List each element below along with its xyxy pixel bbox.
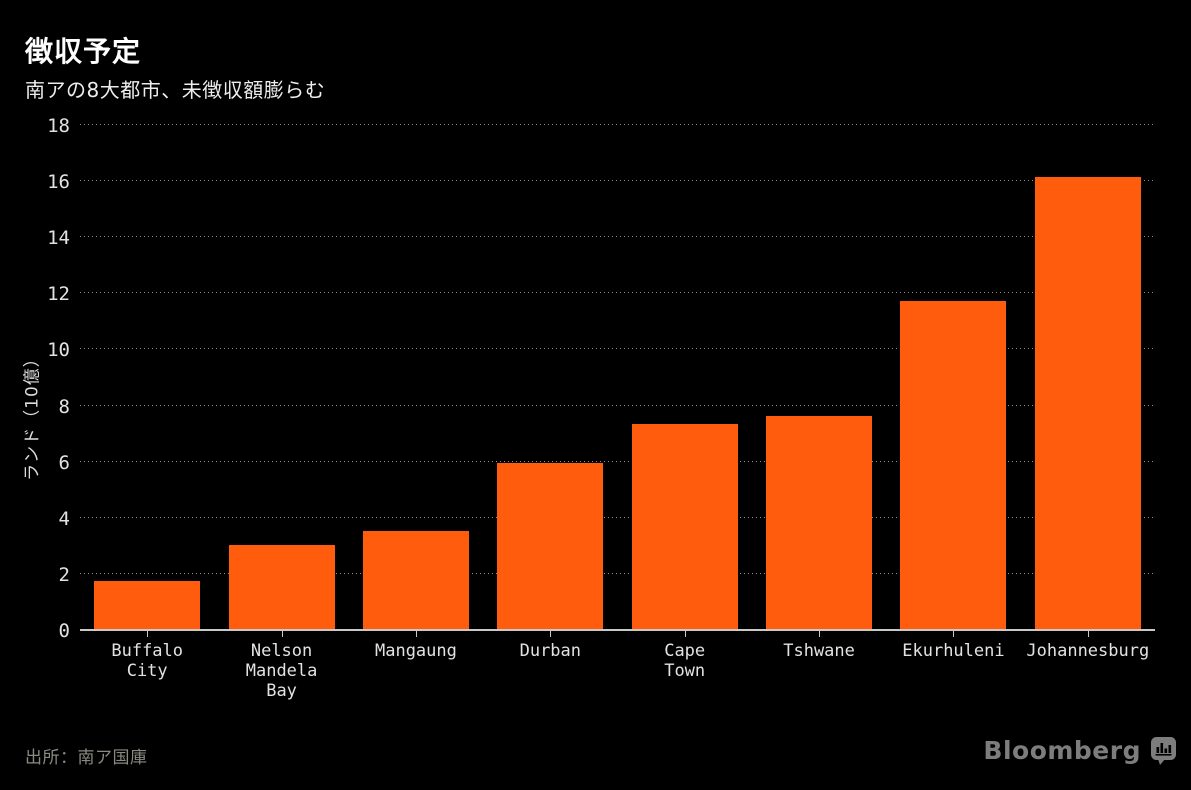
gridline-y-18 bbox=[80, 124, 1155, 125]
bloomberg-terminal-icon bbox=[1151, 737, 1176, 765]
x-tick-cape-town bbox=[684, 631, 686, 637]
x-axis-label-johannesburg: Johannesburg bbox=[1026, 641, 1150, 661]
bloomberg-logo-text: Bloomberg bbox=[983, 736, 1141, 765]
x-axis-label-nelson-mandela-bay: Nelson Mandela Bay bbox=[245, 641, 318, 701]
chart-subtitle: 南アの8大都市、未徴収額膨らむ bbox=[25, 78, 326, 102]
x-tick-tshwane bbox=[819, 631, 821, 637]
y-tick-label-10: 10 bbox=[47, 339, 70, 362]
gridline-y-6 bbox=[80, 460, 1155, 462]
x-axis-label-ekurhuleni: Ekurhuleni bbox=[902, 641, 1005, 661]
plot-area bbox=[80, 124, 1155, 637]
x-tick-johannesburg bbox=[1087, 631, 1089, 637]
bar-johannesburg bbox=[1034, 177, 1141, 629]
gridline-y-2 bbox=[80, 572, 1155, 574]
chart-title: 徴収予定 bbox=[25, 35, 142, 68]
x-tick-nelson-mandela-bay bbox=[281, 631, 283, 637]
bar-cape-town bbox=[631, 424, 738, 629]
y-tick-label-0: 0 bbox=[58, 620, 70, 642]
y-tick-label-12: 12 bbox=[47, 283, 70, 306]
gridline-y-4 bbox=[80, 516, 1155, 518]
gridline-y-14 bbox=[80, 236, 1155, 238]
gridline-y-10 bbox=[80, 348, 1155, 350]
x-tick-ekurhuleni bbox=[953, 631, 955, 637]
bar-tshwane bbox=[766, 415, 873, 629]
bar-ekurhuleni bbox=[900, 300, 1007, 629]
x-tick-durban bbox=[550, 631, 552, 637]
y-tick-label-4: 4 bbox=[58, 507, 70, 530]
x-axis-label-cape-town: Cape Town bbox=[664, 641, 706, 681]
bar-nelson-mandela-bay bbox=[228, 544, 335, 629]
y-tick-label-14: 14 bbox=[47, 227, 70, 250]
y-tick-label-6: 6 bbox=[58, 451, 70, 474]
x-axis-label-buffalo-city: Buffalo City bbox=[111, 641, 184, 681]
y-tick-label-8: 8 bbox=[58, 395, 70, 418]
gridline-y-12 bbox=[80, 292, 1155, 294]
x-axis-labels: Buffalo City Nelson Mandela Bay Mangaung Du… bbox=[80, 641, 1155, 711]
bar-buffalo-city bbox=[94, 581, 201, 629]
x-axis-label-durban: Durban bbox=[519, 641, 582, 661]
x-axis-label-tshwane: Tshwane bbox=[783, 641, 855, 661]
source-note: 出所：南ア国庫 bbox=[25, 748, 148, 768]
gridline-y-8 bbox=[80, 404, 1155, 406]
x-axis-label-mangaung: Mangaung bbox=[374, 641, 457, 661]
gridline-y-16 bbox=[80, 180, 1155, 182]
y-tick-label-18: 18 bbox=[47, 115, 70, 137]
y-tick-label-2: 2 bbox=[58, 563, 70, 586]
x-tick-buffalo-city bbox=[147, 631, 149, 637]
x-tick-mangaung bbox=[415, 631, 417, 637]
bar-mangaung bbox=[362, 530, 469, 629]
y-tick-label-16: 16 bbox=[47, 171, 70, 194]
bar-durban bbox=[497, 463, 604, 629]
y-axis-labels: 0 2 4 6 8 10 12 14 16 18 bbox=[0, 115, 70, 642]
bloomberg-brand: Bloomberg bbox=[983, 736, 1177, 765]
